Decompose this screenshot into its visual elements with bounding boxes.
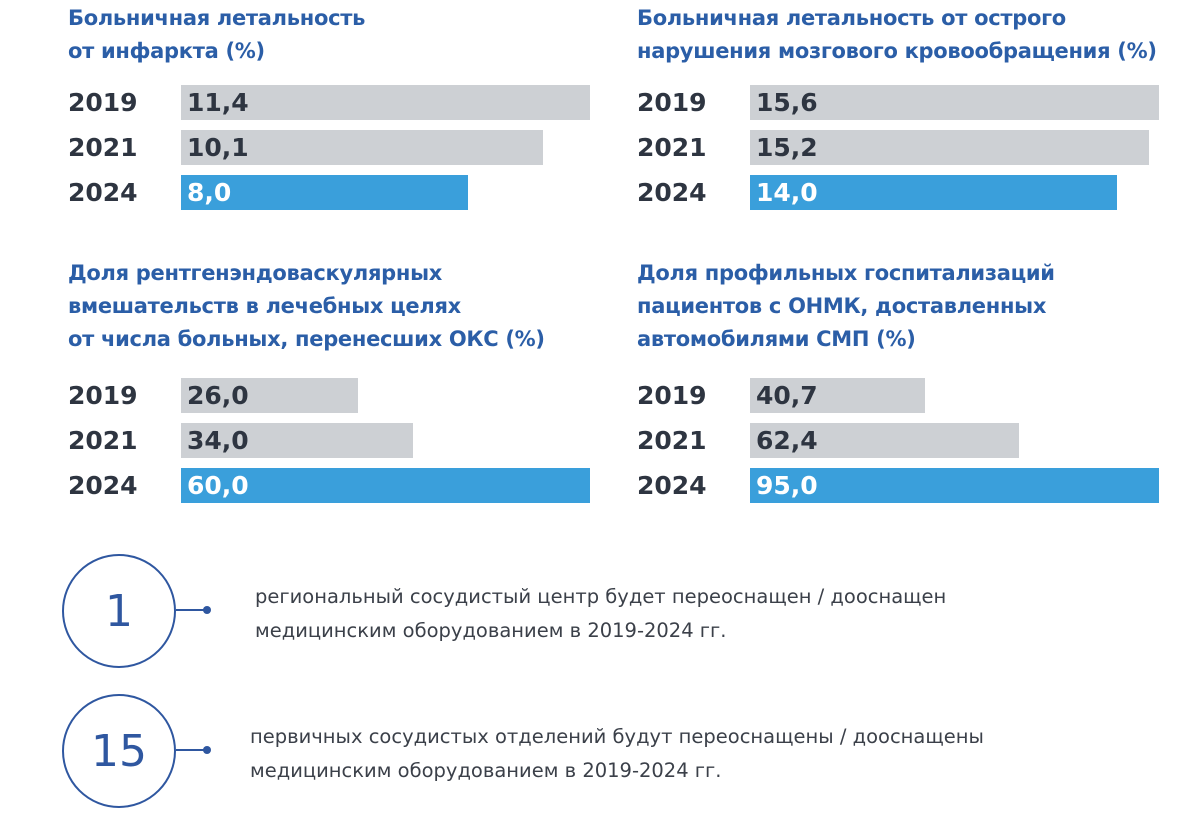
bar-value-label: 26,0 [187, 381, 249, 410]
target-bar: 60,0 [181, 468, 590, 503]
bar-row: 2024 60,0 [68, 468, 590, 503]
fact-number: 15 [91, 725, 147, 777]
fact-description-line: региональный сосудистый центр будет пере… [255, 585, 947, 608]
bar: 11,4 [181, 85, 590, 120]
bar-row: 2019 40,7 [637, 378, 1157, 413]
fact-number-circle: 15 [62, 694, 176, 808]
fact-description: первичных сосудистых отделений будут пер… [250, 720, 984, 788]
chart-title-line: Больничная летальность от острого [637, 6, 1066, 30]
chart-title-line: вмешательств в лечебных целях [68, 294, 461, 318]
bar-row: 2021 62,4 [637, 423, 1157, 458]
year-label: 2021 [637, 426, 707, 455]
connector-line [176, 749, 206, 751]
fact-description-line: первичных сосудистых отделений будут пер… [250, 725, 984, 748]
bar-row: 2024 8,0 [68, 175, 588, 210]
connector-dot [203, 746, 211, 754]
year-label: 2024 [637, 178, 707, 207]
bar-row: 2024 95,0 [637, 468, 1159, 503]
fact-description-line: медицинским оборудованием в 2019-2024 гг… [250, 759, 722, 782]
chart-title-line: нарушения мозгового кровообращения (%) [637, 39, 1157, 63]
bar-row: 2019 11,4 [68, 85, 590, 120]
bar: 26,0 [181, 378, 359, 413]
year-label: 2019 [637, 88, 707, 117]
bar-value-label: 40,7 [756, 381, 818, 410]
bar: 15,6 [750, 85, 1159, 120]
bar-value-label: 8,0 [187, 178, 232, 207]
year-label: 2019 [68, 381, 138, 410]
bar-value-label: 10,1 [187, 133, 249, 162]
chart-title: Доля профильных госпитализаций пациентов … [637, 257, 1055, 356]
bar: 62,4 [750, 423, 1019, 458]
chart-title: Больничная летальность от острого нарушен… [637, 2, 1157, 68]
connector-line [176, 609, 206, 611]
bar-value-label: 62,4 [756, 426, 818, 455]
bar-value-label: 15,6 [756, 88, 818, 117]
year-label: 2019 [637, 381, 707, 410]
fact-description-line: медицинским оборудованием в 2019-2024 гг… [255, 619, 727, 642]
bar-value-label: 95,0 [756, 471, 818, 500]
bar-value-label: 60,0 [187, 471, 249, 500]
bar-row: 2019 26,0 [68, 378, 588, 413]
fact-description: региональный сосудистый центр будет пере… [255, 580, 946, 648]
bar-row: 2021 10,1 [68, 130, 588, 165]
chart-title: Больничная летальность от инфаркта (%) [68, 2, 365, 68]
bar: 15,2 [750, 130, 1149, 165]
bar-row: 2021 34,0 [68, 423, 588, 458]
chart-title-line: автомобилями СМП (%) [637, 327, 916, 351]
year-label: 2024 [637, 471, 707, 500]
chart-title-line: от числа больных, перенесших ОКС (%) [68, 327, 545, 351]
chart-title-line: от инфаркта (%) [68, 39, 265, 63]
year-label: 2021 [68, 426, 138, 455]
bar-value-label: 34,0 [187, 426, 249, 455]
bar: 10,1 [181, 130, 544, 165]
bar: 34,0 [181, 423, 413, 458]
year-label: 2019 [68, 88, 138, 117]
connector-dot [203, 606, 211, 614]
bar-value-label: 11,4 [187, 88, 249, 117]
target-bar: 14,0 [750, 175, 1118, 210]
bar-row: 2021 15,2 [637, 130, 1157, 165]
chart-title: Доля рентгенэндоваскулярных вмешательств … [68, 257, 545, 356]
year-label: 2024 [68, 178, 138, 207]
target-bar: 95,0 [750, 468, 1159, 503]
bar-row: 2019 15,6 [637, 85, 1159, 120]
chart-title-line: пациентов с ОНМК, доставленных [637, 294, 1047, 318]
target-bar: 8,0 [181, 175, 469, 210]
bar-value-label: 15,2 [756, 133, 818, 162]
year-label: 2021 [637, 133, 707, 162]
fact-number: 1 [105, 585, 133, 637]
year-label: 2024 [68, 471, 138, 500]
chart-title-line: Больничная летальность [68, 6, 366, 30]
chart-title-line: Доля профильных госпитализаций [637, 261, 1055, 285]
bar-row: 2024 14,0 [637, 175, 1157, 210]
fact-number-circle: 1 [62, 554, 176, 668]
year-label: 2021 [68, 133, 138, 162]
bar: 40,7 [750, 378, 926, 413]
bar-value-label: 14,0 [756, 178, 818, 207]
chart-title-line: Доля рентгенэндоваскулярных [68, 261, 443, 285]
